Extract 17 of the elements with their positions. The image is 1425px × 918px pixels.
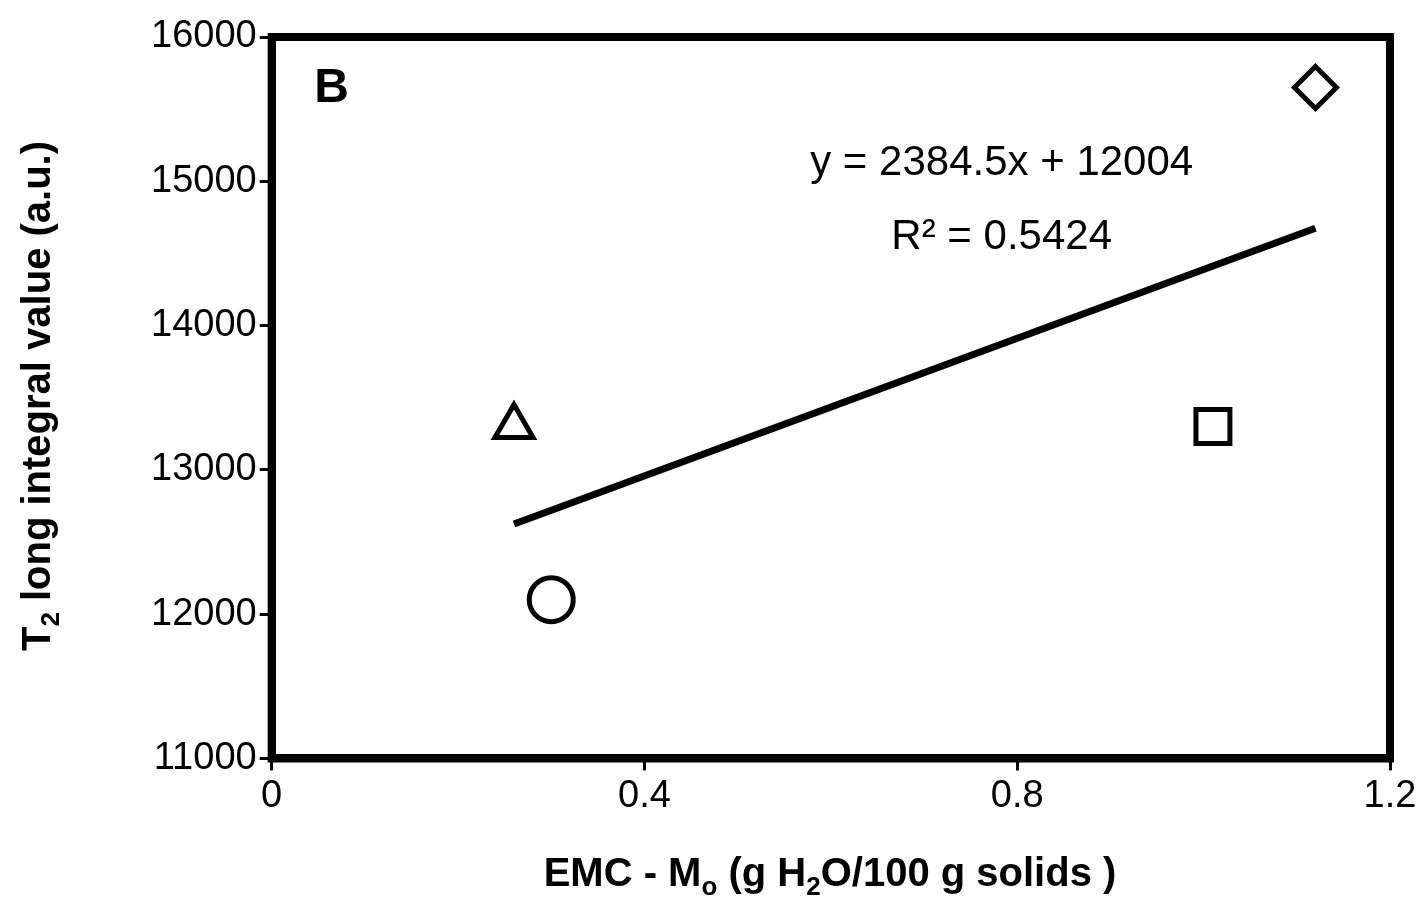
annotation: y = 2384.5x + 12004 (810, 136, 1194, 184)
y-tick-label: 15000 (151, 157, 257, 200)
point (1291, 64, 1339, 111)
y-tick-label: 13000 (151, 446, 257, 489)
annotation: B (314, 59, 349, 113)
x-tick-label: 1.2 (1363, 772, 1417, 815)
y-tick-label: 14000 (151, 302, 257, 345)
y-tick-label: 11000 (153, 734, 257, 777)
x-tick-label: 0.4 (618, 772, 671, 815)
annotation: R² = 0.5424 (891, 210, 1112, 258)
point (1193, 407, 1233, 447)
x-axis-title: EMC - M$_{o}$ (g H$_{2}$O/100 g solids ) (542, 850, 1118, 902)
y-tick-label: 12000 (151, 590, 257, 633)
x-tick-label: 0.8 (990, 772, 1044, 815)
y-tick-label: 16000 (151, 13, 257, 56)
point (526, 575, 576, 625)
x-tick-label: 0 (261, 772, 283, 815)
